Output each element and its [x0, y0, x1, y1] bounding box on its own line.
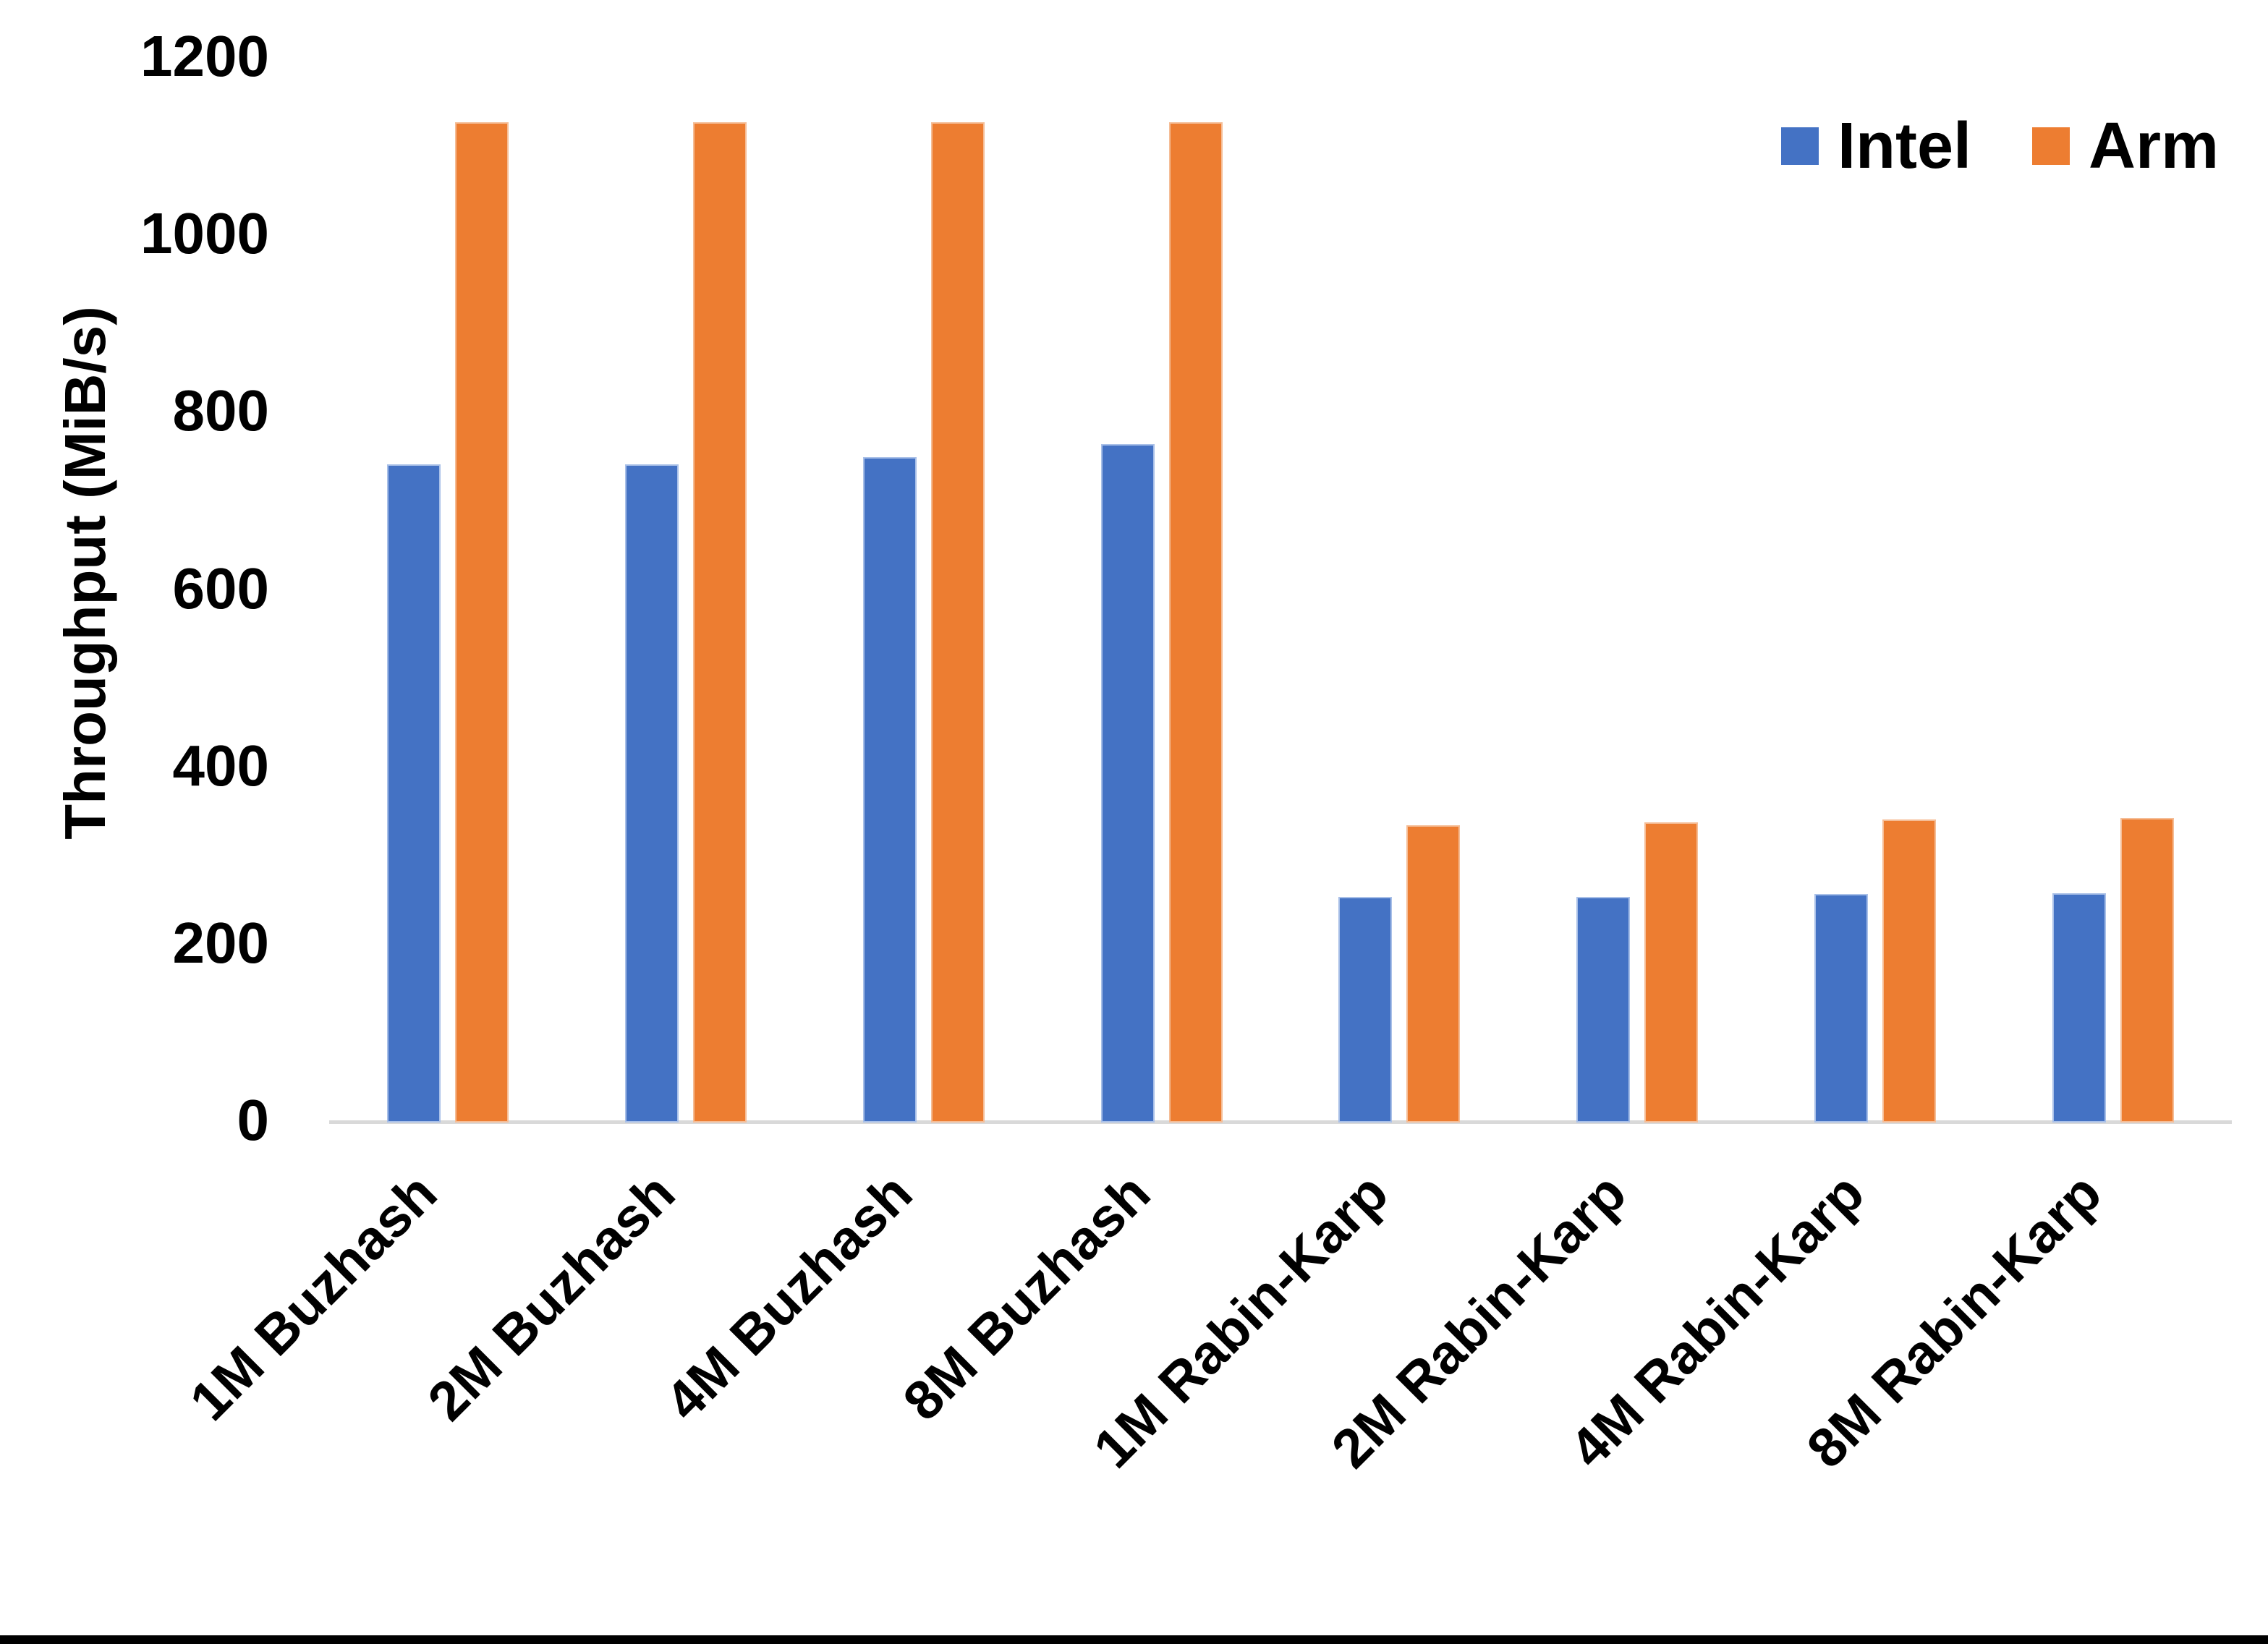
bar-intel-8m-buzhash [1100, 443, 1155, 1123]
x-category-label-4m-buzhash: 4M Buzhash [654, 1162, 925, 1433]
legend: Intel Arm [1781, 110, 2220, 182]
legend-label-intel: Intel [1838, 110, 1972, 182]
slide-bottom-border [0, 1635, 2268, 1644]
bar-arm-1m-rabin-karp [1406, 825, 1461, 1123]
y-tick-label-0: 0 [237, 1088, 270, 1152]
bar-intel-1m-rabin-karp [1338, 897, 1393, 1123]
legend-label-arm: Arm [2089, 110, 2220, 182]
legend-swatch-intel [1781, 127, 1819, 165]
x-category-label-8m-buzhash: 8M Buzhash [891, 1162, 1163, 1433]
bar-arm-2m-buzhash [693, 122, 747, 1123]
bar-arm-4m-buzhash [930, 122, 985, 1123]
bar-intel-4m-buzhash [862, 457, 917, 1123]
y-tick-label-600: 600 [172, 555, 269, 621]
bar-intel-4m-rabin-karp [1814, 894, 1868, 1123]
bar-intel-2m-buzhash [625, 464, 679, 1123]
bar-arm-8m-buzhash [1168, 122, 1223, 1123]
legend-swatch-arm [2032, 127, 2070, 165]
y-tick-label-200: 200 [172, 910, 269, 975]
bar-arm-8m-rabin-karp [2120, 817, 2174, 1123]
legend-item-arm: Arm [2032, 110, 2220, 182]
x-category-label-1m-buzhash: 1M Buzhash [178, 1162, 449, 1433]
y-axis-title: Throughput (MiB/s) [53, 306, 117, 840]
bar-intel-2m-rabin-karp [1576, 897, 1631, 1123]
bar-intel-1m-buzhash [387, 464, 441, 1123]
bar-arm-4m-rabin-karp [1882, 819, 1936, 1123]
x-axis-line [329, 1120, 2232, 1124]
bar-arm-2m-rabin-karp [1644, 822, 1699, 1123]
y-tick-label-1000: 1000 [140, 201, 269, 266]
bar-intel-8m-rabin-karp [2052, 893, 2106, 1123]
y-tick-label-400: 400 [172, 733, 269, 798]
y-tick-label-1200: 1200 [140, 24, 269, 88]
x-category-label-2m-buzhash: 2M Buzhash [416, 1162, 687, 1433]
legend-item-intel: Intel [1781, 110, 1972, 182]
y-tick-label-800: 800 [172, 378, 269, 443]
bar-arm-1m-buzhash [455, 122, 509, 1123]
